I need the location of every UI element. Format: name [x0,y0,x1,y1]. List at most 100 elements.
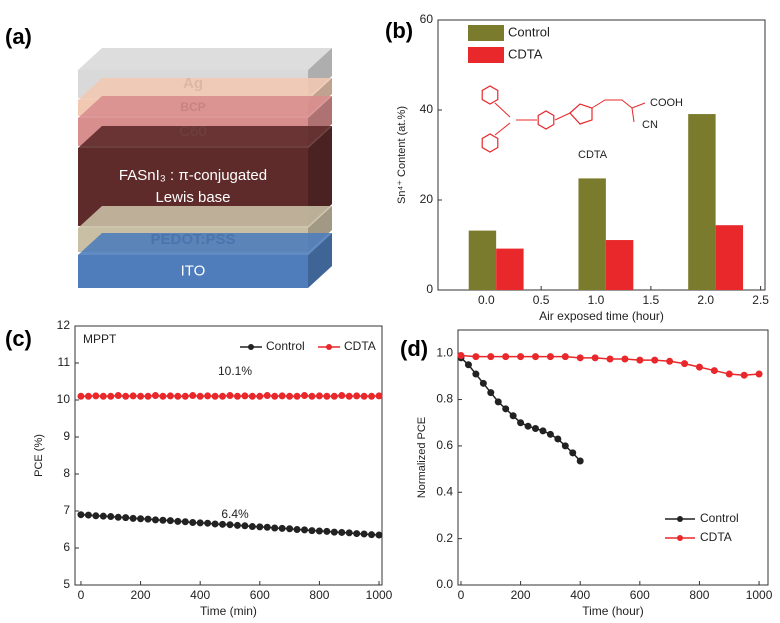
point [503,406,509,412]
point [242,523,248,529]
point [234,393,240,399]
y-axis-label: Sn⁴⁺ Content (at.%) [396,106,408,204]
y-tick-label: 20 [420,192,434,206]
point [458,353,464,359]
annotation: MPPT [83,332,117,346]
point [257,393,263,399]
legend-swatch [468,25,504,41]
molecule-ring [538,111,554,129]
point [309,528,315,534]
point [570,450,576,456]
point [182,519,188,525]
x-tick-label: 200 [511,588,531,602]
x-axis-label: Air exposed time (hour) [539,309,664,323]
x-tick-label: 200 [131,588,151,602]
point [138,516,144,522]
x-tick-label: 600 [630,588,650,602]
point [167,393,173,399]
point [115,393,121,399]
point [547,354,553,360]
point [123,515,129,521]
point [294,393,300,399]
x-tick-label: 600 [250,588,270,602]
point [130,393,136,399]
y-tick-label: 0.8 [436,392,453,406]
point [100,393,106,399]
molecule-bond [555,113,570,120]
molecule-bond [632,108,634,122]
layer-top [78,206,332,228]
point [726,371,732,377]
point [227,393,233,399]
point [302,527,308,533]
point [138,393,144,399]
legend-label: CDTA [700,530,732,544]
plot-frame [458,330,768,585]
point [562,354,568,360]
point [160,393,166,399]
legend-marker [677,535,683,541]
point [167,518,173,524]
point [249,393,255,399]
point [242,393,248,399]
bar [688,114,715,290]
point [309,393,315,399]
point [175,518,181,524]
point [488,354,494,360]
y-tick-label: 5 [63,577,70,591]
page: (a) AgBCPC60FASnI₃ : π-conjugatedLewis b… [0,0,780,623]
x-tick-label: 0 [78,588,85,602]
point [160,517,166,523]
point [205,520,211,526]
point [376,393,382,399]
point [220,393,226,399]
point [249,524,255,530]
layer-top [78,48,332,70]
legend-label: Control [700,511,739,525]
point [622,356,628,362]
point [354,531,360,537]
y-tick-label: 7 [63,503,70,517]
point [190,393,196,399]
point [85,512,91,518]
y-tick-label: 0 [426,282,433,296]
point [488,390,494,396]
point [361,393,367,399]
point [234,522,240,528]
point [93,513,99,519]
panel-label: (c) [5,326,32,351]
point [577,458,583,464]
molecule-bond [495,103,510,117]
point [115,514,121,520]
figure: (a) AgBCPC60FASnI₃ : π-conjugatedLewis b… [0,0,780,623]
point [480,380,486,386]
point [316,393,322,399]
point [533,426,539,432]
y-tick-label: 0.2 [436,531,453,545]
point [108,393,114,399]
y-axis-label: Normalized PCE [416,417,428,498]
x-tick-label: 800 [309,588,329,602]
point [324,528,330,534]
y-tick-label: 9 [63,429,70,443]
point [682,361,688,367]
x-axis-label: Time (hour) [582,604,644,618]
molecule-bond [495,123,510,135]
point [287,526,293,532]
point [197,393,203,399]
point [503,354,509,360]
annotation: COOH [650,97,683,109]
point [637,357,643,363]
point [696,364,702,370]
y-tick-label: 40 [420,102,434,116]
point [279,393,285,399]
point [78,512,84,518]
point [316,528,322,534]
point [331,393,337,399]
y-tick-label: 0.4 [436,484,453,498]
layer-label: Lewis base [155,189,230,206]
legend-label: Control [508,24,550,39]
point [711,368,717,374]
x-tick-label: 1000 [366,588,393,602]
point [555,436,561,442]
